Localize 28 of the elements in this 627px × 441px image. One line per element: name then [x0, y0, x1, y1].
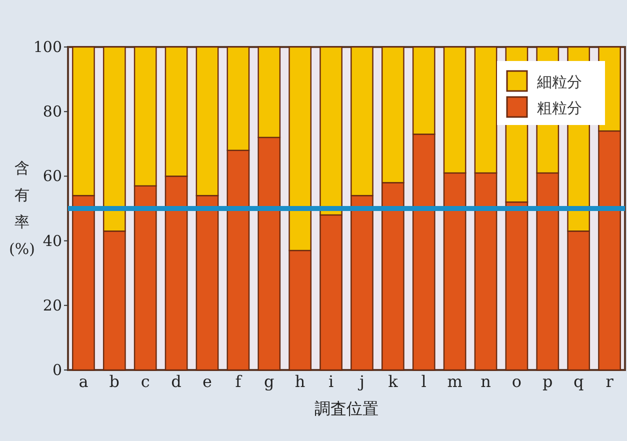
x-tick-label: i	[328, 372, 334, 391]
x-tick-label: q	[573, 372, 584, 391]
y-tick-label: 60	[42, 167, 62, 186]
x-tick-label: a	[78, 372, 89, 391]
x-tick-label: d	[171, 372, 182, 391]
y-tick-label: 20	[42, 296, 62, 314]
x-tick-label: m	[447, 372, 462, 391]
x-tick-label: c	[140, 372, 150, 391]
x-tick-label: g	[264, 372, 274, 391]
y-tick-label: 80	[42, 102, 62, 121]
x-tick-label: e	[202, 372, 212, 391]
x-axis-title: 調査位置	[314, 399, 378, 418]
y-tick-label: 0	[52, 361, 62, 379]
x-tick-label: r	[606, 372, 614, 391]
x-tick-label: j	[357, 372, 364, 391]
x-tick-label: o	[512, 372, 522, 391]
x-tick-label: l	[421, 372, 426, 391]
x-tick-label: f	[235, 372, 242, 391]
legend-label: 細粒分	[536, 73, 582, 91]
x-tick-label: h	[294, 372, 306, 391]
x-tick-label: k	[388, 372, 398, 391]
y-tick-label: 100	[33, 38, 62, 56]
x-tick-label: b	[109, 372, 120, 391]
x-tick-label: n	[480, 372, 491, 391]
y-axis-title: 含有率(%)	[9, 159, 35, 258]
legend-label: 粗粒分	[537, 99, 582, 117]
y-tick-label: 40	[42, 232, 62, 250]
x-tick-label: p	[542, 372, 553, 391]
